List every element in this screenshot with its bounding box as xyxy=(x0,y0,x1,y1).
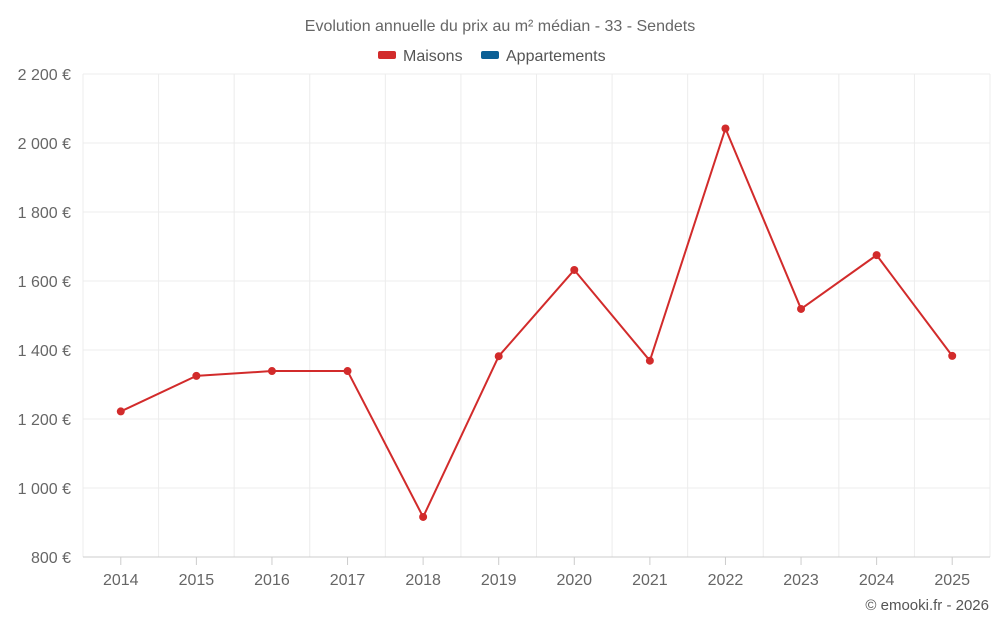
y-tick-label: 800 € xyxy=(31,550,71,567)
y-tick-label: 1 600 € xyxy=(18,274,71,291)
x-tick-label: 2025 xyxy=(934,572,970,589)
legend-label-maisons: Maisons xyxy=(403,48,463,65)
x-tick-label: 2023 xyxy=(783,572,819,589)
data-point-maisons xyxy=(570,265,579,274)
x-tick-label: 2020 xyxy=(556,572,592,589)
data-point-maisons xyxy=(116,407,125,416)
data-point-maisons xyxy=(797,304,806,313)
x-tick-label: 2022 xyxy=(708,572,744,589)
legend-swatch-appartements xyxy=(481,51,499,59)
y-tick-label: 1 800 € xyxy=(18,205,71,222)
chart-credit: © emooki.fr - 2026 xyxy=(865,597,989,614)
y-tick-label: 2 200 € xyxy=(18,67,71,84)
x-tick-label: 2017 xyxy=(330,572,366,589)
x-tick-label: 2014 xyxy=(103,572,139,589)
legend-label-appartements: Appartements xyxy=(506,48,606,65)
legend-swatch-maisons xyxy=(378,51,396,59)
data-point-maisons xyxy=(343,367,352,376)
x-tick-label: 2015 xyxy=(179,572,215,589)
series-line-maisons xyxy=(119,127,954,518)
data-point-maisons xyxy=(419,512,428,521)
x-tick-label: 2018 xyxy=(405,572,441,589)
y-tick-label: 2 000 € xyxy=(18,136,71,153)
data-point-maisons xyxy=(872,251,881,260)
x-tick-label: 2024 xyxy=(859,572,895,589)
data-point-maisons xyxy=(267,367,276,376)
x-tick-label: 2019 xyxy=(481,572,517,589)
data-point-maisons xyxy=(494,352,503,361)
legend-item-maisons[interactable]: Maisons xyxy=(378,48,463,65)
plot-area: 800 € 1 000 € 1 200 € 1 400 € 1 600 € 1 800 €… xyxy=(18,67,991,589)
legend-item-appartements[interactable]: Appartements xyxy=(481,48,606,65)
legend: Maisons Appartements xyxy=(378,48,606,65)
x-tick-label: 2021 xyxy=(632,572,668,589)
data-point-maisons xyxy=(192,371,201,380)
chart-title: Evolution annuelle du prix au m² médian … xyxy=(305,18,695,35)
data-point-maisons xyxy=(948,351,957,360)
x-tick-label: 2016 xyxy=(254,572,290,589)
data-point-maisons xyxy=(645,356,654,365)
y-tick-label: 1 200 € xyxy=(18,412,71,429)
data-point-maisons xyxy=(721,124,730,133)
y-tick-label: 1 000 € xyxy=(18,481,71,498)
y-tick-label: 1 400 € xyxy=(18,343,71,360)
